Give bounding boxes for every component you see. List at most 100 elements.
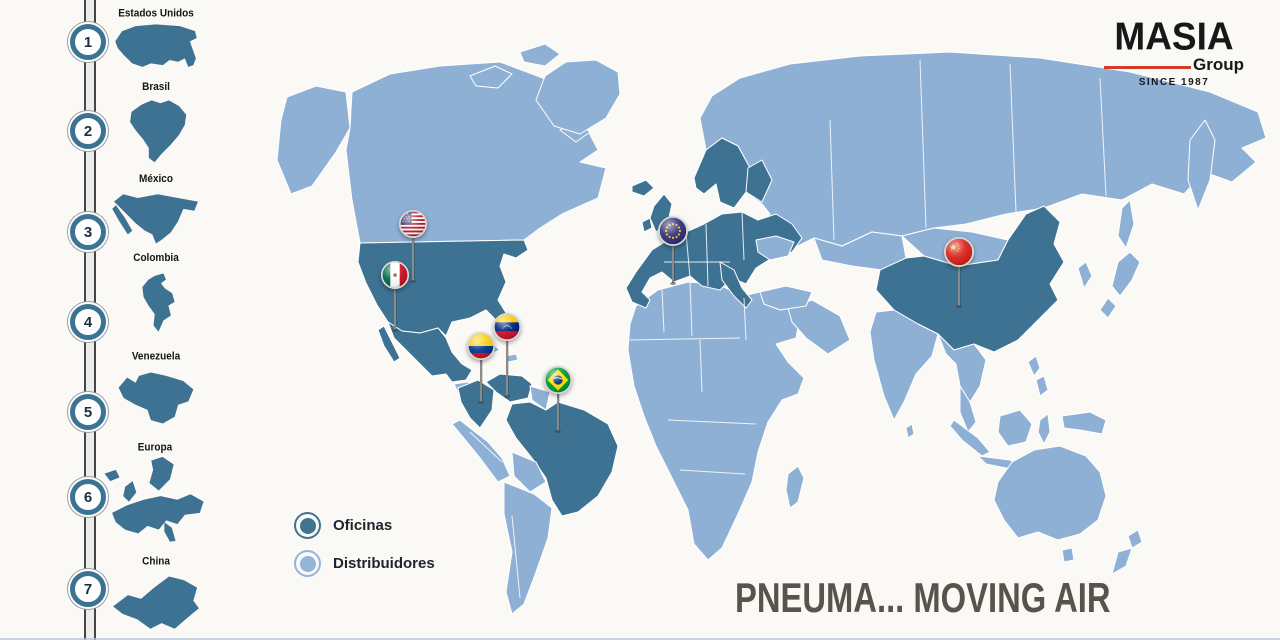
distributor-legend-label: Distribuidores bbox=[333, 555, 435, 572]
brazil-flag-pin bbox=[543, 365, 573, 400]
region-africa bbox=[627, 281, 805, 561]
country-label: Colombia bbox=[133, 252, 179, 265]
colombia-silhouette bbox=[142, 273, 175, 332]
country-label: China bbox=[142, 555, 170, 568]
timeline-number-label: 2 bbox=[83, 122, 93, 140]
region-kamchatka bbox=[1187, 119, 1216, 211]
region-indochina bbox=[937, 333, 987, 403]
timeline-number-1: 1 bbox=[70, 24, 106, 60]
usa-flag-pin bbox=[398, 209, 428, 244]
region-iceland-office bbox=[631, 179, 655, 197]
region-baja bbox=[377, 325, 401, 363]
legend-distributor-row: Distribuidores bbox=[294, 550, 435, 577]
region-finland-office bbox=[745, 159, 773, 203]
brazil-pin-stick bbox=[555, 380, 561, 433]
region-india bbox=[869, 309, 939, 421]
timeline-number-label: 1 bbox=[83, 33, 93, 51]
region-turkey bbox=[759, 285, 813, 311]
region-scandinavia-office bbox=[693, 137, 751, 209]
region-arabia bbox=[787, 299, 851, 355]
china-silhouette bbox=[113, 576, 199, 629]
colombia-pin-stick bbox=[478, 346, 484, 404]
sidebar-item-estados-unidos: Estados Unidos bbox=[96, 7, 216, 77]
masia-group-logo: MASIA Group SINCE 1987 bbox=[1104, 14, 1244, 88]
region-srilanka bbox=[905, 423, 915, 439]
distributor-legend-icon bbox=[294, 550, 321, 577]
timeline-number-label: 3 bbox=[83, 223, 93, 241]
region-malay-peninsula bbox=[959, 385, 977, 433]
country-label: Venezuela bbox=[131, 350, 181, 363]
region-peru-ecuador bbox=[451, 419, 511, 483]
region-japan bbox=[1099, 251, 1141, 319]
map-legend: Oficinas Distribuidores bbox=[294, 512, 435, 588]
timeline-number-2: 2 bbox=[70, 113, 106, 149]
region-ukraine bbox=[755, 235, 795, 261]
legend-office-row: Oficinas bbox=[294, 512, 435, 539]
brand-group-label: Group bbox=[1193, 55, 1244, 74]
region-mexico-office bbox=[387, 321, 473, 383]
region-colombia-office bbox=[457, 379, 495, 429]
mexico-pin-stick bbox=[392, 275, 398, 332]
venezuela-silhouette bbox=[118, 372, 194, 424]
region-korea bbox=[1077, 261, 1093, 289]
colombia-flag-pin bbox=[466, 331, 496, 366]
region-italy-office bbox=[719, 261, 753, 309]
country-borderlines bbox=[469, 59, 1107, 599]
eu-flag-pin bbox=[657, 215, 689, 252]
country-label: Brasil bbox=[142, 81, 170, 94]
timeline-number-3: 3 bbox=[70, 214, 106, 250]
europe-silhouette bbox=[104, 456, 204, 542]
brand-since-label: SINCE 1987 bbox=[1138, 77, 1210, 88]
mexico-silhouette bbox=[112, 194, 198, 244]
timeline-number-label: 6 bbox=[83, 488, 93, 506]
region-philippines bbox=[1027, 355, 1049, 397]
venezuela-flag-pin bbox=[492, 312, 522, 347]
region-bolivia bbox=[511, 451, 547, 493]
region-sakhalin bbox=[1117, 199, 1135, 249]
sidebar-item-europa: Europa bbox=[92, 441, 218, 553]
timeline-number-6: 6 bbox=[70, 479, 106, 515]
region-venezuela-office bbox=[485, 373, 533, 403]
mexico-flag-pin bbox=[380, 260, 410, 295]
sidebar-item-china: China bbox=[96, 555, 216, 639]
sidebar-item-colombia: Colombia bbox=[96, 252, 216, 344]
brand-group-row: Group bbox=[1104, 56, 1244, 73]
office-legend-icon bbox=[294, 512, 321, 539]
timeline-number-label: 7 bbox=[83, 580, 93, 598]
usa-pin-stick bbox=[410, 224, 416, 283]
bottom-divider bbox=[0, 638, 1280, 640]
timeline-number-label: 5 bbox=[83, 403, 93, 421]
usa-silhouette bbox=[115, 24, 197, 67]
timeline-number-label: 4 bbox=[83, 313, 93, 331]
sidebar-item-brasil: Brasil bbox=[96, 81, 216, 169]
eu-pin-stick bbox=[670, 231, 676, 285]
china-pin-stick bbox=[956, 252, 962, 308]
china-flag-pin bbox=[943, 236, 975, 273]
region-ireland-office bbox=[641, 217, 653, 233]
sidebar-item-mexico: México bbox=[96, 173, 216, 249]
region-madagascar bbox=[785, 465, 805, 509]
timeline-number-5: 5 bbox=[70, 394, 106, 430]
region-brazil-office bbox=[505, 401, 619, 517]
region-greenland bbox=[535, 59, 621, 135]
tagline: PNEUMA... MOVING AIR bbox=[735, 574, 1111, 621]
country-label: Estados Unidos bbox=[118, 7, 194, 20]
region-new-zealand bbox=[1111, 529, 1143, 575]
region-australia bbox=[993, 445, 1107, 541]
region-argentina-chile bbox=[503, 481, 553, 615]
timeline-number-7: 7 bbox=[70, 571, 106, 607]
region-alaska bbox=[276, 85, 351, 195]
region-tasmania bbox=[1061, 547, 1075, 563]
brazil-silhouette bbox=[130, 100, 187, 163]
sidebar-item-venezuela: Venezuela bbox=[96, 350, 216, 432]
brand-red-line bbox=[1104, 66, 1191, 69]
timeline-number-4: 4 bbox=[70, 304, 106, 340]
venezuela-pin-stick bbox=[504, 327, 510, 398]
country-label: Europa bbox=[137, 441, 173, 454]
country-label: México bbox=[139, 173, 173, 186]
brand-name: MASIA bbox=[1114, 14, 1234, 59]
region-indonesia bbox=[949, 409, 1107, 471]
office-legend-label: Oficinas bbox=[333, 517, 393, 534]
